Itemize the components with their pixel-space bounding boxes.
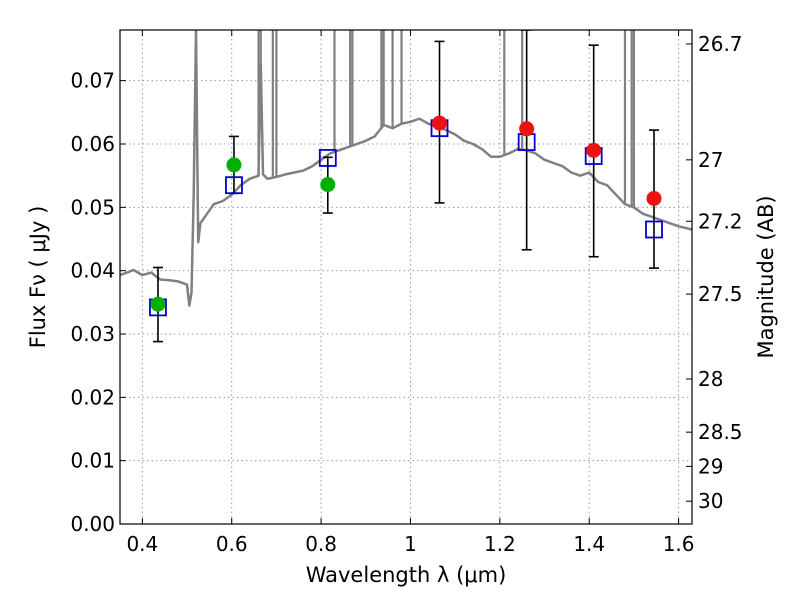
plot-frame [119, 29, 693, 525]
x-tick-label: 0.4 [126, 532, 158, 556]
observed-flux-point [320, 177, 336, 193]
y-axis-label: Flux Fν ( μJy ) [26, 206, 50, 349]
y-tick-label: 0.00 [70, 512, 115, 536]
right-tick-label: 27 [698, 148, 723, 172]
observed-flux-point [646, 190, 662, 206]
y-tick-label: 0.03 [70, 322, 115, 346]
model-spectrum [120, 30, 692, 307]
y-tick-label: 0.07 [70, 69, 115, 93]
x-axis-label: Wavelength λ (μm) [306, 563, 507, 587]
x-tick-label: 1.6 [663, 532, 695, 556]
grid-lines [120, 30, 692, 525]
x-tick-label: 0.8 [305, 532, 337, 556]
y-tick-label: 0.01 [70, 449, 115, 473]
observed-flux-point [586, 142, 602, 158]
right-tick-label: 27.5 [698, 282, 743, 306]
y-tick-label: 0.04 [70, 259, 115, 283]
right-tick-label: 29 [698, 454, 723, 478]
right-axis-label: Magnitude (AB) [754, 195, 778, 358]
model-photometry-square [645, 220, 663, 239]
observed-flux-point [432, 115, 448, 131]
x-tick-label: 1 [404, 532, 417, 556]
axis-ticks: 0.4 0.6 0.8 1 1.2 1.4 1.6 0.00 0.01 0.02 0.03 0.04 0… [70, 30, 743, 556]
y-tick-label: 0.02 [70, 385, 115, 409]
x-tick-label: 0.6 [216, 532, 248, 556]
right-tick-label: 30 [698, 489, 723, 513]
right-tick-label: 28.5 [698, 420, 743, 444]
x-tick-label: 1.2 [484, 532, 516, 556]
model-spectrum-line [120, 30, 692, 307]
model-photometry-square [318, 149, 337, 167]
right-tick-label: 26.7 [698, 32, 743, 56]
y-tick-label: 0.06 [70, 132, 115, 156]
data-points [149, 30, 663, 343]
observed-flux-point [150, 296, 166, 312]
model-photometry-square [225, 176, 243, 195]
right-tick-label: 28 [698, 367, 723, 391]
y-tick-label: 0.05 [70, 195, 115, 219]
observed-flux-point [226, 157, 242, 173]
x-tick-label: 1.4 [573, 532, 605, 556]
right-tick-label: 27.2 [698, 209, 743, 233]
observed-flux-point [519, 121, 535, 137]
